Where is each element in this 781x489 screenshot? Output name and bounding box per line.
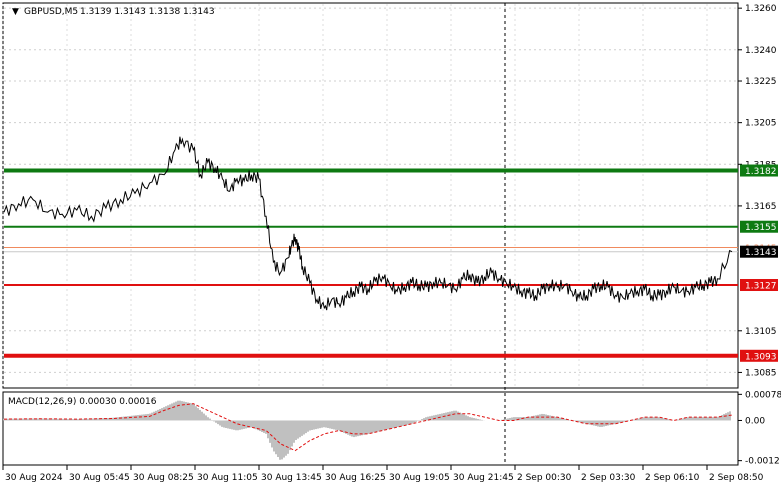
price-axis-label: 1.3205 [745, 119, 777, 129]
macd-axis-label: 0.00078 [745, 390, 781, 400]
macd-pane[interactable]: MACD(12,26,9) 0.00030 0.00016 0.000780.0… [2, 390, 781, 467]
price-axis-label: 1.3260 [745, 4, 777, 14]
time-axis: 30 Aug 2024 30 Aug 05:45 30 Aug 08:25 30 Au… [2, 465, 764, 483]
time-axis-label: 30 Aug 16:25 [325, 473, 386, 483]
time-axis-label: 30 Aug 08:25 [133, 473, 194, 483]
time-axis-label: 30 Aug 21:45 [453, 473, 514, 483]
symbol-label: GBPUSD,M5 [24, 7, 78, 17]
macd-axis-label: 0.00 [745, 416, 765, 426]
time-axis-label: 30 Aug 2024 [5, 473, 63, 483]
level-tag-bg [740, 279, 778, 292]
level-tag-bg [740, 349, 778, 362]
time-axis-label: 2 Sep 00:30 [517, 473, 572, 483]
time-axis-label: 2 Sep 06:10 [645, 473, 700, 483]
level-tag-label: 1.3182 [745, 167, 777, 177]
price-axis-label: 1.3240 [745, 46, 777, 56]
level-tag-bg [740, 164, 778, 177]
level-tag-bg [740, 245, 778, 258]
level-tag-label: 1.3093 [745, 352, 777, 362]
macd-axis-label: -0.0012 [745, 457, 780, 467]
time-axis-label: 30 Aug 05:45 [69, 473, 130, 483]
price-pane[interactable]: 1.32601.32401.32251.32051.31851.31651.31… [2, 2, 778, 465]
dropdown-arrow-icon[interactable]: ▼ [12, 7, 19, 17]
time-axis-label: 30 Aug 13:45 [261, 473, 322, 483]
macd-pane-frame [2, 391, 739, 466]
macd-histogram [3, 400, 731, 460]
level-tag-bg [740, 220, 778, 233]
ohlc-values: 1.3139 1.3143 1.3138 1.3143 [80, 7, 215, 17]
level-tag-label: 1.3143 [745, 248, 777, 258]
macd-axis-labels: 0.00078 0.00 -0.0012 [738, 390, 781, 467]
macd-title: MACD(12,26,9) 0.00030 0.00016 [8, 397, 157, 407]
macd-signal-line [3, 403, 733, 452]
price-line [3, 136, 733, 311]
price-axis-label: 1.3225 [745, 77, 777, 87]
price-grid [2, 4, 738, 387]
time-axis-label: 2 Sep 03:30 [581, 473, 636, 483]
level-tag-label: 1.3155 [745, 223, 777, 233]
price-axis-label: 1.3105 [745, 327, 777, 337]
time-axis-label: 2 Sep 08:50 [709, 473, 764, 483]
price-levels [4, 168, 738, 358]
time-axis-label: 30 Aug 11:05 [197, 473, 258, 483]
level-tag-label: 1.3127 [745, 282, 777, 292]
price-axis-label: 1.3165 [745, 202, 777, 212]
time-axis-label: 30 Aug 19:05 [389, 473, 450, 483]
price-axis-label: 1.3085 [745, 368, 777, 378]
